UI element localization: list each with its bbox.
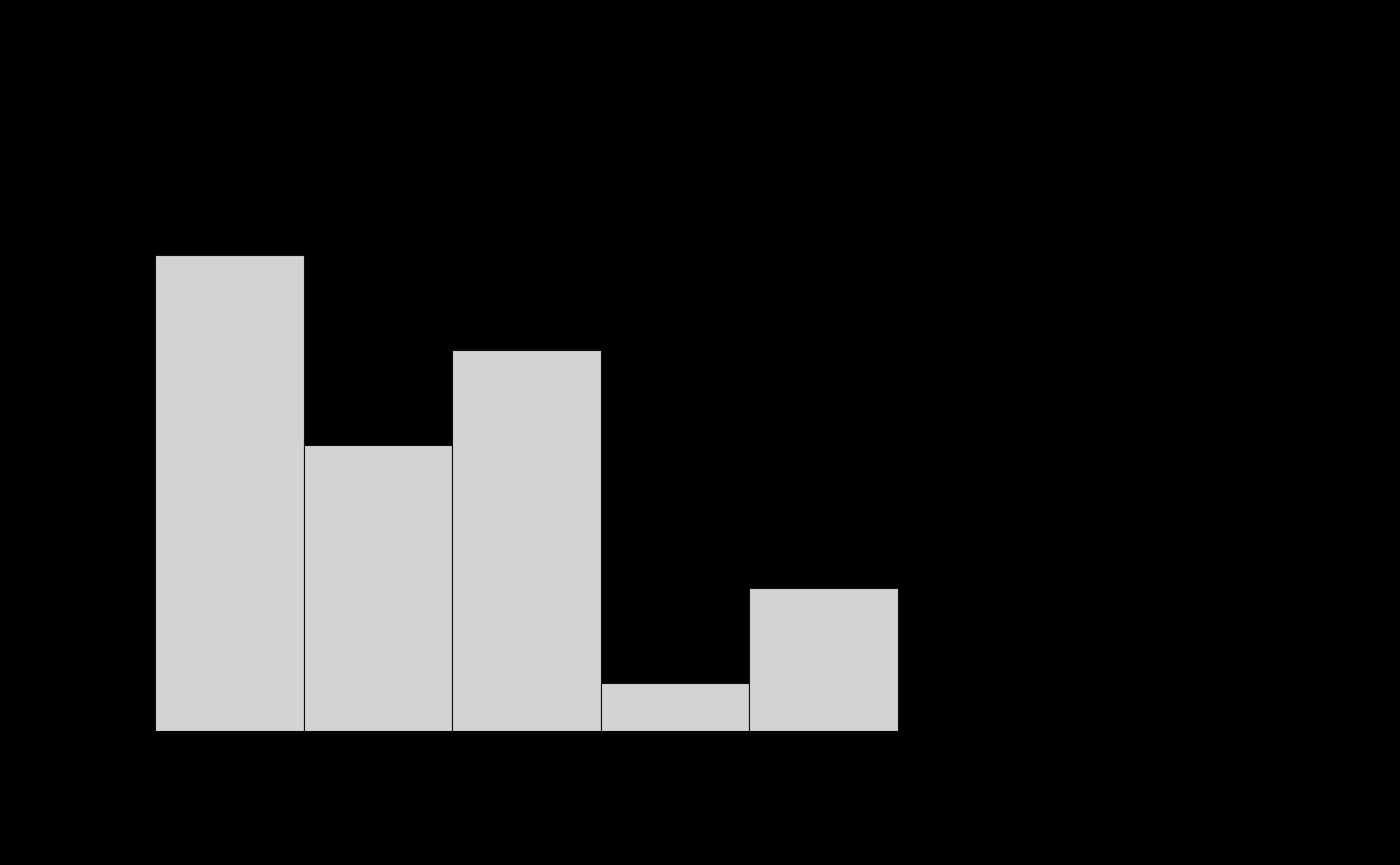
Bar xyxy=(155,255,304,731)
Bar xyxy=(452,350,601,731)
Bar xyxy=(304,445,452,731)
Bar xyxy=(749,588,897,731)
Bar xyxy=(601,683,749,731)
